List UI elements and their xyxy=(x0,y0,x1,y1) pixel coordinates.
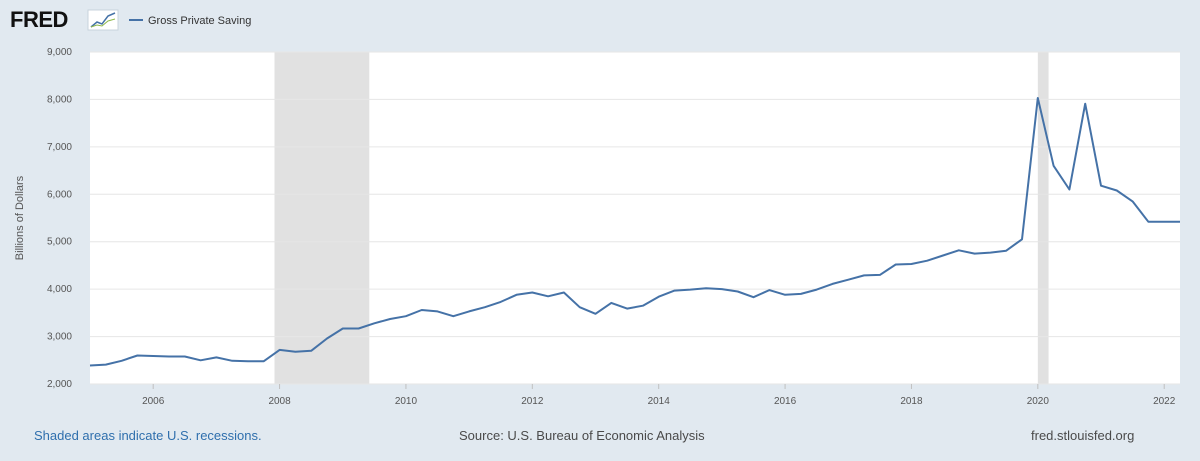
y-axis-ticks: 2,000 3,000 4,000 5,000 6,000 7,000 8,000 9,000 xyxy=(47,47,72,390)
source-text: Source: U.S. Bureau of Economic Analysis xyxy=(459,428,705,443)
x-tick-label: 2010 xyxy=(395,396,418,407)
grid-lines xyxy=(90,51,1180,385)
x-tick-label: 2012 xyxy=(521,396,544,407)
y-tick-label: 9,000 xyxy=(47,47,72,58)
x-tick-label: 2016 xyxy=(774,396,797,407)
x-tick-label: 2018 xyxy=(900,396,923,407)
y-tick-label: 3,000 xyxy=(47,332,72,343)
y-tick-label: 4,000 xyxy=(47,284,72,295)
y-tick-label: 8,000 xyxy=(47,94,72,105)
series-layer xyxy=(89,97,1180,367)
y-axis-label: Billions of Dollars xyxy=(14,175,26,260)
x-tick-label: 2008 xyxy=(268,396,291,407)
site-link[interactable]: fred.stlouisfed.org xyxy=(1031,428,1135,443)
y-tick-label: 2,000 xyxy=(47,379,72,390)
x-tick-label: 2014 xyxy=(648,396,671,407)
recession-note: Shaded areas indicate U.S. recessions. xyxy=(34,428,262,443)
x-tick-label: 2022 xyxy=(1153,396,1176,407)
x-tick-label: 2020 xyxy=(1027,396,1050,407)
series-line xyxy=(89,97,1180,367)
fred-line-chart-icon xyxy=(87,9,119,31)
recession-band xyxy=(274,52,370,384)
legend-label: Gross Private Saving xyxy=(148,15,251,27)
x-tick-label: 2006 xyxy=(142,396,165,407)
fred-logo-text: FRED xyxy=(10,7,68,32)
recession-band xyxy=(1037,52,1049,384)
x-axis-ticks: 2006 2008 2010 2012 2014 2016 2018 2020 2022 xyxy=(142,384,1176,407)
y-tick-label: 7,000 xyxy=(47,142,72,153)
y-tick-label: 6,000 xyxy=(47,189,72,200)
y-tick-label: 5,000 xyxy=(47,237,72,248)
plot-area xyxy=(90,52,1180,384)
